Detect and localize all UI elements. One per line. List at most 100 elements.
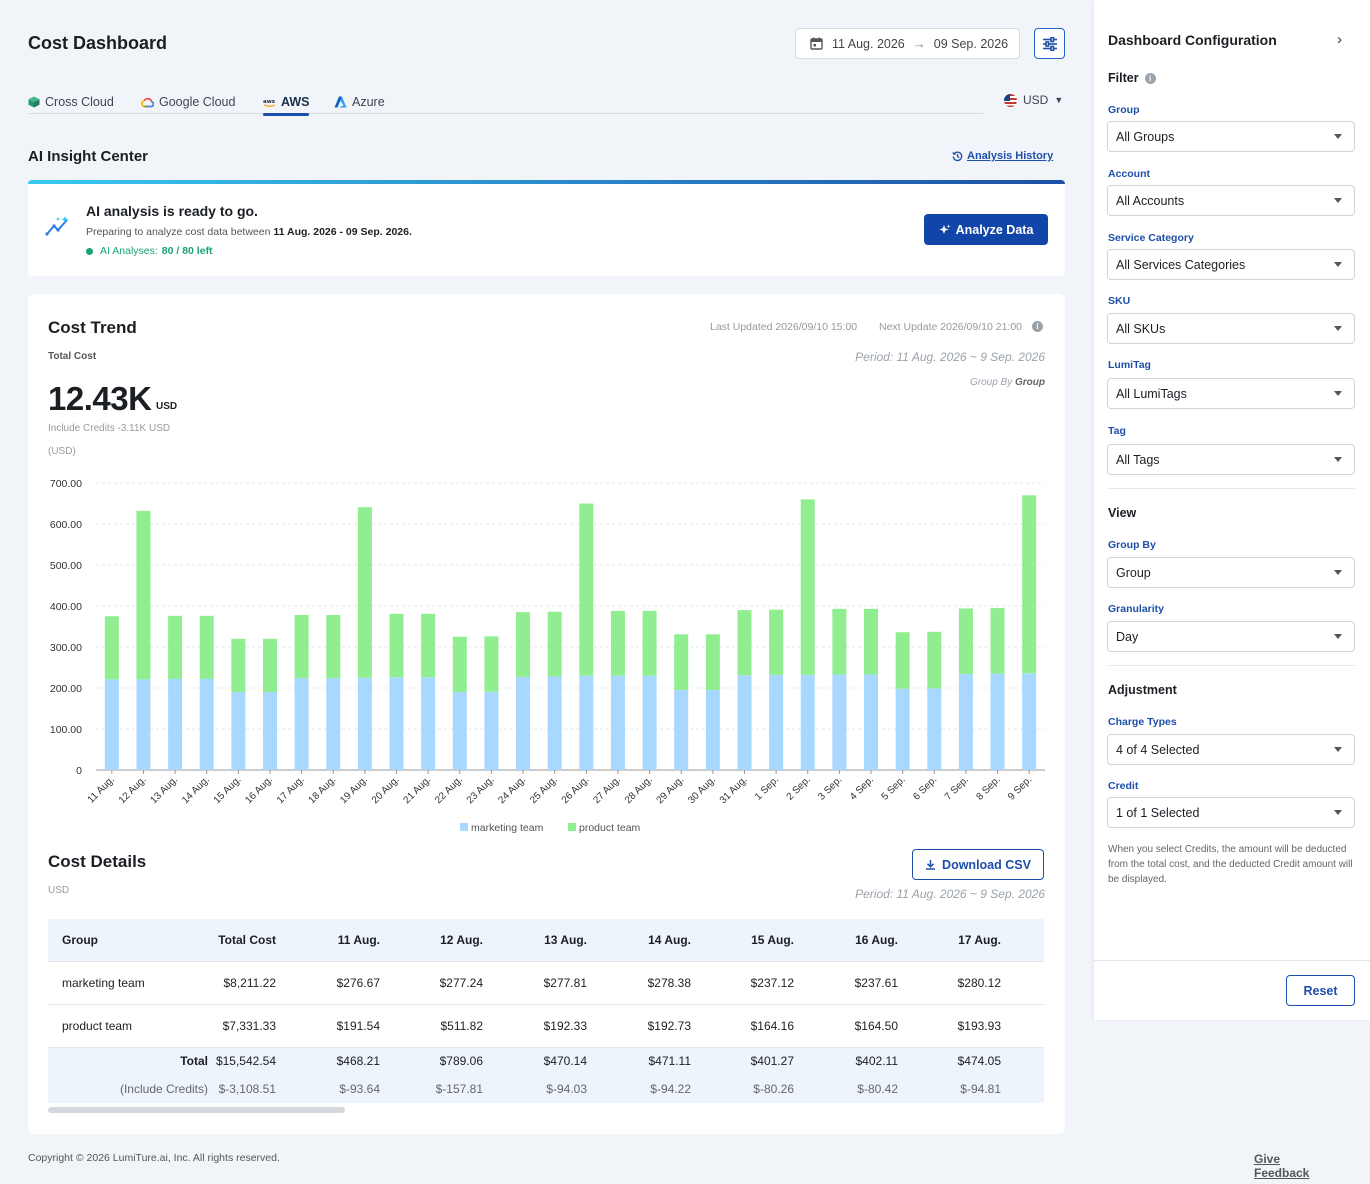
divider — [1108, 665, 1355, 666]
info-icon[interactable]: i — [1144, 72, 1156, 84]
account-select[interactable]: All Accounts — [1107, 185, 1355, 216]
cloud-tabs: Cross Cloud Google Cloud aws AWS Azure — [28, 90, 983, 116]
info-icon[interactable]: i — [1032, 321, 1043, 332]
column-header-overflow — [1001, 919, 1044, 961]
table-cell: $278.38 — [587, 960, 691, 1004]
group-by-select[interactable]: Group — [1107, 557, 1355, 588]
bar-marketing-team — [231, 692, 246, 770]
table-cell: $8,211.22 — [208, 960, 276, 1004]
tab-aws[interactable]: aws AWS — [263, 92, 310, 116]
column-header[interactable]: 12 Aug. — [380, 919, 483, 961]
table-cell: $-80.42 — [794, 1075, 898, 1103]
sku-select[interactable]: All SKUs — [1107, 313, 1355, 344]
view-label-granularity: Granularity — [1108, 603, 1165, 615]
lumitag-select[interactable]: All LumiTags — [1107, 378, 1355, 409]
bar-marketing-team — [357, 677, 372, 770]
column-header[interactable]: Total Cost — [208, 919, 276, 961]
group-by-note: Group By Group — [970, 377, 1045, 388]
charge-types-select[interactable]: 4 of 4 Selected — [1107, 734, 1355, 765]
tab-cross-cloud[interactable]: Cross Cloud — [28, 92, 114, 112]
y-tick-label: 200.00 — [50, 683, 82, 695]
give-feedback-link[interactable]: Give Feedback — [1254, 1152, 1310, 1180]
filter-label-account: Account — [1108, 168, 1150, 180]
group-select[interactable]: All Groups — [1107, 121, 1355, 152]
cost-trend-chart: 700.00 600.00 500.00 400.00 300.00 200.00 100.… — [50, 478, 1045, 834]
ai-analysis-card: AI analysis is ready to go. Preparing to… — [28, 180, 1065, 276]
ai-description: Preparing to analyze cost data between 1… — [86, 226, 412, 238]
analysis-history-link[interactable]: Analysis History — [952, 150, 1053, 162]
table-total-row: Total $15,542.54 $468.21 $789.06 $470.14… — [48, 1046, 1044, 1075]
filter-label-service-category: Service Category — [1108, 232, 1194, 244]
reset-button[interactable]: Reset — [1286, 975, 1355, 1006]
table-cell: $280.12 — [898, 960, 1001, 1004]
granularity-select[interactable]: Day — [1107, 621, 1355, 652]
chevron-down-icon — [1334, 391, 1342, 396]
bar-product-team — [705, 634, 720, 691]
dashboard-settings-button[interactable] — [1034, 28, 1065, 59]
bar-product-team — [864, 608, 879, 675]
y-tick-label: 600.00 — [50, 519, 82, 531]
us-flag-icon — [1004, 93, 1017, 107]
bar-product-team — [674, 634, 689, 691]
bar-product-team — [610, 610, 625, 676]
x-tick-label: 24 Aug. — [496, 774, 528, 806]
google-cloud-icon — [141, 97, 154, 108]
service-category-select[interactable]: All Services Categories — [1107, 249, 1355, 280]
trend-period: Period: 11 Aug. 2026 ~ 9 Sep. 2026 — [855, 350, 1045, 364]
y-tick-label: 400.00 — [50, 601, 82, 613]
column-header[interactable]: 15 Aug. — [691, 919, 794, 961]
column-header[interactable]: 13 Aug. — [483, 919, 587, 961]
bar-product-team — [452, 636, 467, 693]
tab-azure[interactable]: Azure — [334, 92, 385, 112]
tag-select[interactable]: All Tags — [1107, 444, 1355, 475]
bar-marketing-team — [832, 674, 847, 770]
select-value: Day — [1116, 629, 1139, 644]
bar-marketing-team — [421, 677, 436, 770]
ai-headline: AI analysis is ready to go. — [86, 203, 258, 219]
table-cell: $192.73 — [587, 1003, 691, 1047]
currency-select[interactable]: USD ▼ — [1004, 93, 1063, 107]
bar-product-team — [199, 615, 214, 679]
table-cell: $237.61 — [794, 960, 898, 1004]
date-range-picker[interactable]: 11 Aug. 2026 → 09 Sep. 2026 — [795, 28, 1020, 59]
column-header[interactable]: 11 Aug. — [276, 919, 380, 961]
bar-marketing-team — [800, 674, 815, 770]
column-header[interactable]: 16 Aug. — [794, 919, 898, 961]
bar-marketing-team — [104, 679, 119, 770]
analyze-data-button[interactable]: Analyze Data — [924, 214, 1048, 245]
table-cell: $276.67 — [276, 960, 380, 1004]
column-header[interactable]: 17 Aug. — [898, 919, 1001, 961]
bar-product-team — [136, 510, 151, 680]
legend-swatch — [568, 823, 576, 831]
bar-product-team — [262, 638, 277, 693]
bar-marketing-team — [547, 676, 562, 770]
table-row: marketing team $8,211.22 $276.67 $277.24… — [48, 960, 1044, 1004]
column-header[interactable]: Group — [48, 919, 208, 961]
x-tick-label: 22 Aug. — [433, 774, 465, 806]
table-horizontal-scrollbar[interactable] — [48, 1107, 345, 1113]
main-content: Cost Dashboard 11 Aug. 2026 → 09 Sep. 20… — [28, 28, 1309, 1180]
bar-product-team — [927, 631, 942, 689]
bar-product-team — [421, 613, 436, 678]
chevron-down-icon: ▼ — [1054, 95, 1064, 105]
x-tick-label: 12 Aug. — [117, 774, 149, 806]
bar-marketing-team — [452, 692, 467, 770]
download-csv-button[interactable]: Download CSV — [912, 849, 1044, 880]
tab-google-cloud[interactable]: Google Cloud — [141, 92, 235, 112]
cost-details-table-wrap[interactable]: Group Total Cost 11 Aug. 12 Aug. 13 Aug.… — [48, 919, 1044, 1107]
chevron-down-icon — [1334, 634, 1342, 639]
x-tick-label: 14 Aug. — [180, 774, 212, 806]
bar-product-team — [326, 615, 341, 679]
chevron-right-icon[interactable]: › — [1337, 31, 1342, 48]
credit-select[interactable]: 1 of 1 Selected — [1107, 797, 1355, 828]
bar-marketing-team — [199, 678, 214, 770]
bar-product-team — [737, 610, 752, 676]
y-tick-label: 300.00 — [50, 642, 82, 654]
bar-marketing-team — [484, 691, 499, 770]
column-header[interactable]: 14 Aug. — [587, 919, 691, 961]
legend-label: marketing team — [471, 822, 544, 834]
table-cell: $237.12 — [691, 960, 794, 1004]
bar-product-team — [1022, 495, 1037, 674]
cost-details-table: Group Total Cost 11 Aug. 12 Aug. 13 Aug.… — [48, 919, 1044, 1103]
bar-product-team — [579, 503, 594, 676]
